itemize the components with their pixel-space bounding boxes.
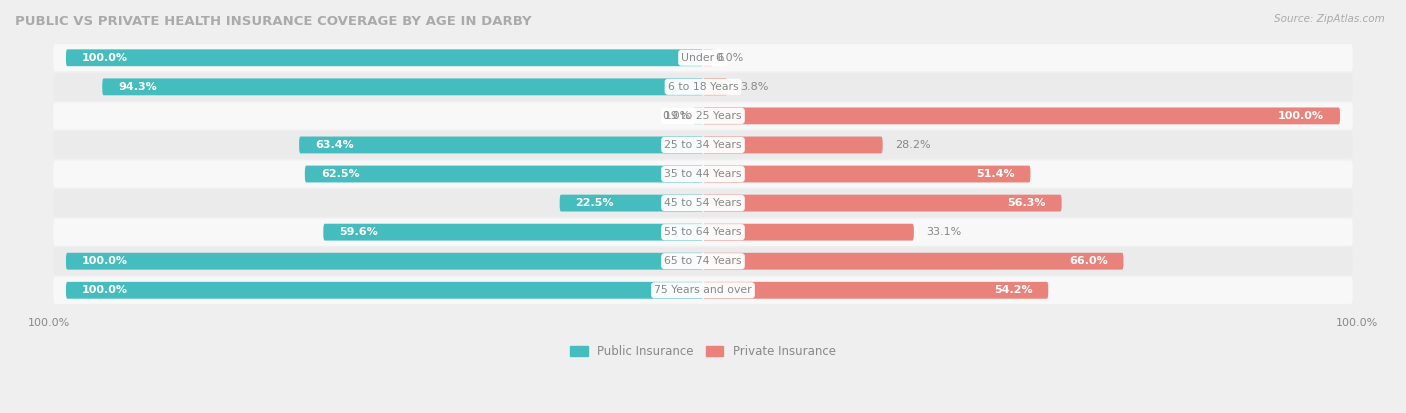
FancyBboxPatch shape <box>53 160 1353 188</box>
FancyBboxPatch shape <box>66 282 703 299</box>
FancyBboxPatch shape <box>66 253 703 270</box>
FancyBboxPatch shape <box>323 224 703 241</box>
FancyBboxPatch shape <box>53 73 1353 100</box>
Text: 62.5%: 62.5% <box>321 169 360 179</box>
Text: PUBLIC VS PRIVATE HEALTH INSURANCE COVERAGE BY AGE IN DARBY: PUBLIC VS PRIVATE HEALTH INSURANCE COVER… <box>15 15 531 28</box>
FancyBboxPatch shape <box>703 282 1049 299</box>
Text: 45 to 54 Years: 45 to 54 Years <box>664 198 742 208</box>
Text: Under 6: Under 6 <box>682 53 724 63</box>
Text: Source: ZipAtlas.com: Source: ZipAtlas.com <box>1274 14 1385 24</box>
FancyBboxPatch shape <box>703 107 1340 124</box>
FancyBboxPatch shape <box>103 78 703 95</box>
FancyBboxPatch shape <box>53 277 1353 304</box>
Text: 25 to 34 Years: 25 to 34 Years <box>664 140 742 150</box>
Text: 94.3%: 94.3% <box>118 82 157 92</box>
Text: 100.0%: 100.0% <box>82 285 128 295</box>
Text: 33.1%: 33.1% <box>927 227 962 237</box>
Text: 100.0%: 100.0% <box>1278 111 1324 121</box>
Text: 100.0%: 100.0% <box>82 256 128 266</box>
FancyBboxPatch shape <box>53 44 1353 71</box>
FancyBboxPatch shape <box>703 224 914 241</box>
Text: 51.4%: 51.4% <box>976 169 1015 179</box>
Text: 65 to 74 Years: 65 to 74 Years <box>664 256 742 266</box>
Text: 3.8%: 3.8% <box>740 82 768 92</box>
FancyBboxPatch shape <box>53 247 1353 275</box>
Text: 6 to 18 Years: 6 to 18 Years <box>668 82 738 92</box>
FancyBboxPatch shape <box>560 195 703 211</box>
Legend: Public Insurance, Private Insurance: Public Insurance, Private Insurance <box>565 340 841 363</box>
Text: 0.0%: 0.0% <box>716 53 744 63</box>
Text: 63.4%: 63.4% <box>315 140 354 150</box>
Text: 75 Years and over: 75 Years and over <box>654 285 752 295</box>
Text: 28.2%: 28.2% <box>896 140 931 150</box>
FancyBboxPatch shape <box>299 137 703 153</box>
FancyBboxPatch shape <box>53 131 1353 159</box>
FancyBboxPatch shape <box>703 195 1062 211</box>
FancyBboxPatch shape <box>53 218 1353 246</box>
FancyBboxPatch shape <box>703 166 1031 183</box>
FancyBboxPatch shape <box>693 107 703 124</box>
FancyBboxPatch shape <box>703 78 727 95</box>
Text: 22.5%: 22.5% <box>575 198 614 208</box>
Text: 100.0%: 100.0% <box>82 53 128 63</box>
FancyBboxPatch shape <box>53 190 1353 217</box>
FancyBboxPatch shape <box>53 102 1353 130</box>
Text: 59.6%: 59.6% <box>339 227 378 237</box>
FancyBboxPatch shape <box>703 49 713 66</box>
Text: 19 to 25 Years: 19 to 25 Years <box>664 111 742 121</box>
FancyBboxPatch shape <box>66 49 703 66</box>
FancyBboxPatch shape <box>703 137 883 153</box>
Text: 54.2%: 54.2% <box>994 285 1032 295</box>
Text: 0.0%: 0.0% <box>662 111 690 121</box>
FancyBboxPatch shape <box>305 166 703 183</box>
Text: 100.0%: 100.0% <box>28 318 70 328</box>
Text: 66.0%: 66.0% <box>1069 256 1108 266</box>
Text: 35 to 44 Years: 35 to 44 Years <box>664 169 742 179</box>
Text: 100.0%: 100.0% <box>1336 318 1378 328</box>
FancyBboxPatch shape <box>703 253 1123 270</box>
Text: 55 to 64 Years: 55 to 64 Years <box>664 227 742 237</box>
Text: 56.3%: 56.3% <box>1007 198 1046 208</box>
